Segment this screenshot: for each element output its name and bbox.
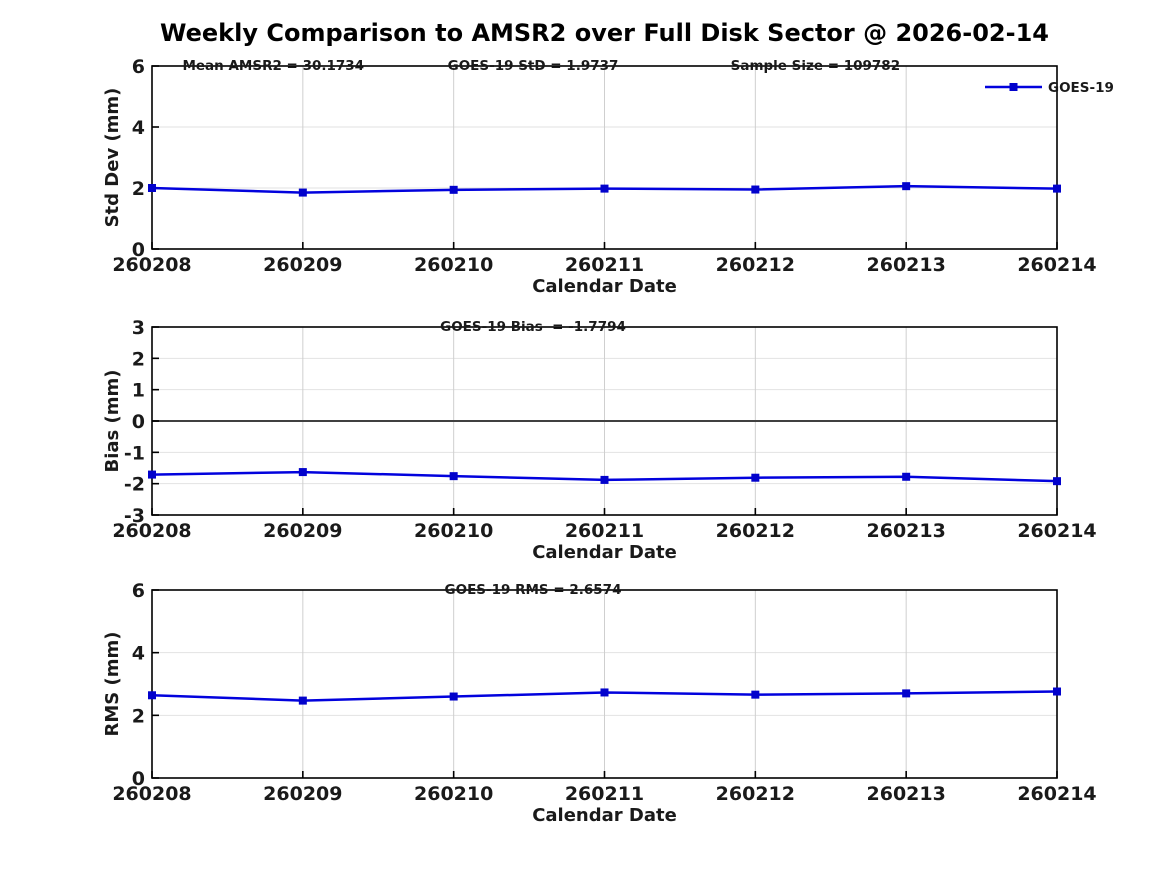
- x-tick-label: 260211: [565, 520, 644, 542]
- y-tick-label: 0: [132, 411, 145, 433]
- data-point-marker: [148, 184, 156, 192]
- y-tick-label: -2: [124, 474, 145, 496]
- x-tick-label: 260209: [263, 254, 342, 276]
- y-tick-label: 6: [132, 56, 145, 78]
- y-tick-label: 6: [132, 580, 145, 602]
- data-point-marker: [902, 689, 911, 698]
- data-point-marker: [600, 184, 609, 193]
- x-tick-label: 260208: [112, 520, 191, 542]
- y-tick-label: 4: [132, 117, 145, 139]
- data-point-marker: [148, 691, 156, 700]
- stat-annotation: Mean AMSR2 = 30.1734: [182, 58, 364, 74]
- y-axis-label: Std Dev (mm): [102, 88, 123, 228]
- data-point-marker: [298, 188, 307, 197]
- x-tick-label: 260208: [112, 254, 191, 276]
- stat-annotation: Sample Size = 109782: [731, 58, 900, 74]
- x-tick-label: 260210: [414, 254, 493, 276]
- y-tick-label: 0: [132, 768, 145, 790]
- data-point-marker: [449, 472, 458, 481]
- x-tick-label: 260211: [565, 254, 644, 276]
- x-axis-label: Calendar Date: [532, 276, 677, 297]
- data-point-marker: [902, 182, 911, 191]
- x-tick-label: 260212: [716, 520, 795, 542]
- x-axis-label: Calendar Date: [532, 542, 677, 563]
- x-tick-label: 260214: [1017, 254, 1096, 276]
- data-point-marker: [298, 468, 307, 477]
- x-tick-label: 260209: [263, 783, 342, 805]
- data-point-marker: [751, 690, 760, 699]
- legend-marker-icon: [1009, 83, 1018, 91]
- data-point-marker: [751, 185, 760, 194]
- x-tick-label: 260212: [716, 254, 795, 276]
- x-tick-label: 260209: [263, 520, 342, 542]
- panel-std-dev: 260208 260209 260210 260211 260212 260213 2602…: [102, 56, 1114, 297]
- x-axis-label: Calendar Date: [532, 805, 677, 826]
- data-point-marker: [449, 692, 458, 701]
- x-tick-label: 260213: [867, 254, 946, 276]
- stat-annotation: GOES-19 StD = 1.9737: [448, 58, 619, 74]
- y-tick-label: -3: [124, 505, 145, 527]
- data-point-marker: [148, 470, 156, 479]
- x-tick-label: 260210: [414, 783, 493, 805]
- y-axis-label: RMS (mm): [102, 632, 123, 737]
- data-point-marker: [298, 696, 307, 705]
- data-point-marker: [751, 473, 760, 482]
- data-point-marker: [1053, 184, 1061, 193]
- y-tick-label: 0: [132, 239, 145, 261]
- x-tick-label: 260210: [414, 520, 493, 542]
- x-tick-label: 260214: [1017, 520, 1096, 542]
- data-point-marker: [902, 472, 911, 481]
- stat-annotation: GOES-19 Bias = -1.7794: [440, 319, 626, 335]
- panel-rms: 260208 260209 260210 260211 260212 260213 2602…: [102, 580, 1097, 826]
- y-tick-label: 2: [132, 705, 145, 727]
- panel-bias: 260208 260209 260210 260211 260212 260213 2602…: [102, 317, 1097, 563]
- y-tick-label: 4: [132, 643, 145, 665]
- y-axis-label: Bias (mm): [102, 370, 123, 473]
- x-tick-label: 260213: [867, 783, 946, 805]
- legend-series-label: GOES-19: [1048, 80, 1114, 96]
- y-tick-label: 3: [132, 317, 145, 339]
- x-tick-label: 260212: [716, 783, 795, 805]
- x-tick-label: 260211: [565, 783, 644, 805]
- x-tick-label: 260214: [1017, 783, 1096, 805]
- legend: GOES-19: [985, 80, 1114, 96]
- data-point-marker: [449, 185, 458, 194]
- data-point-marker: [1053, 477, 1061, 486]
- y-tick-label: 1: [132, 380, 145, 402]
- stat-annotation: GOES-19 RMS = 2.6574: [445, 582, 622, 598]
- chart-title: Weekly Comparison to AMSR2 over Full Dis…: [160, 19, 1049, 47]
- data-point-marker: [1053, 687, 1061, 696]
- data-point-marker: [600, 475, 609, 484]
- y-tick-label: 2: [132, 348, 145, 370]
- y-tick-label: -1: [124, 442, 145, 464]
- data-point-marker: [600, 688, 609, 697]
- x-tick-label: 260213: [867, 520, 946, 542]
- y-tick-label: 2: [132, 178, 145, 200]
- x-tick-label: 260208: [112, 783, 191, 805]
